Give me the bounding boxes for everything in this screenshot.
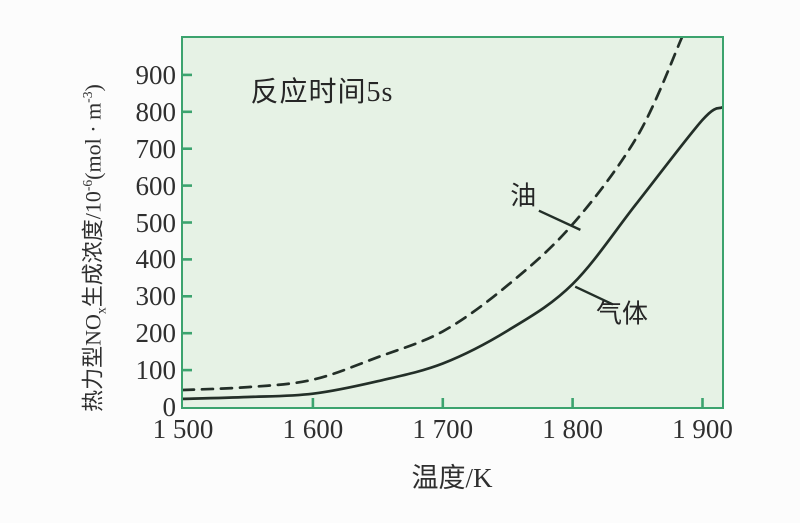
x-tick-label: 1 900 [672,414,733,444]
y-axis-title-unit: (mol · m [80,102,106,180]
y-tick-label: 600 [135,170,177,201]
y-axis-title-sub-x: x [93,307,109,315]
y-tick-label: 800 [135,96,177,127]
y-axis-title-text: 热力型NO [80,314,106,412]
y-axis-title-unit-close: ) [80,84,106,92]
reaction-time-annotation: 反应时间5s [250,77,394,109]
y-tick-label: 500 [135,207,177,238]
leader-line-gas [574,285,614,306]
plot-area [181,36,724,409]
x-tick-label: 1 600 [282,414,344,444]
y-tick-label: 400 [135,244,177,275]
y-tick-label: 900 [135,59,177,90]
y-axis-title-mid: 生成浓度/10 [80,191,106,308]
y-axis-title-sup-unit: -3 [80,91,95,103]
y-tick-label: 300 [135,281,177,312]
series-label-oil: 油 [510,181,537,211]
y-tick-label: 200 [135,318,177,349]
curve-oil [183,38,684,392]
chart-svg [183,38,722,407]
y-axis-title-sup-exp: -6 [80,179,95,192]
y-tick-label: 700 [135,133,177,164]
x-axis-title: 温度/K [411,463,493,493]
x-tick-label: 1 500 [152,414,214,444]
curve-gas [183,106,722,401]
y-axis-title: 热力型NOx生成浓度/10-6(mol · m-3) [73,28,109,468]
y-tick-label: 100 [135,355,177,386]
x-tick-label: 1 800 [542,414,603,444]
series-label-gas: 气体 [595,299,648,329]
y-tick-label: 0 [162,392,177,422]
x-tick-label: 1 700 [412,414,474,444]
leader-line-oil [538,209,581,231]
